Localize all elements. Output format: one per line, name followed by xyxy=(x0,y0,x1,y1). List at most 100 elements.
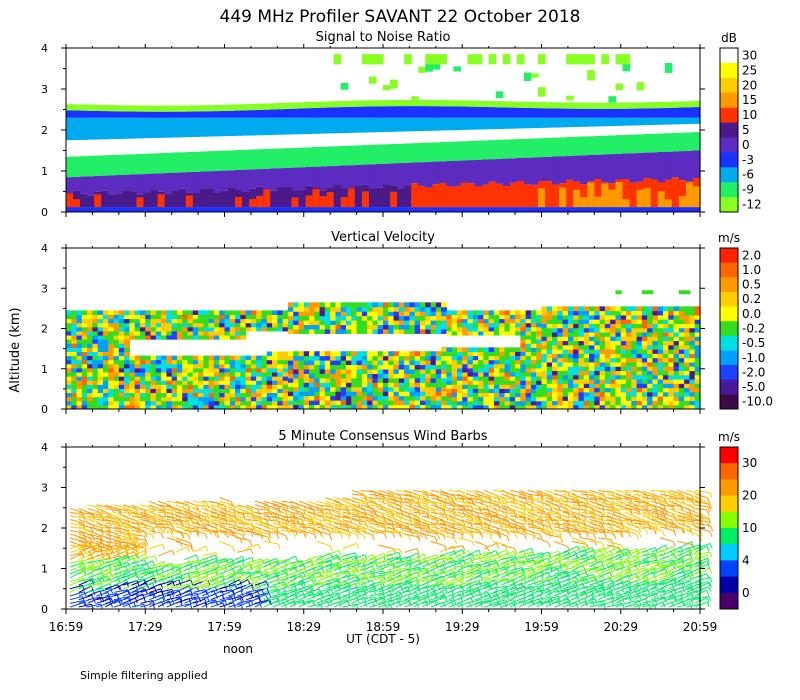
velocity-cell xyxy=(245,318,252,324)
velocity-cell xyxy=(383,377,389,383)
velocity-cell xyxy=(145,314,152,320)
snr-cell xyxy=(73,190,81,208)
wind-barb-flag xyxy=(100,507,104,513)
snr-cell xyxy=(545,207,553,212)
velocity-cell xyxy=(663,379,669,384)
snr-cell xyxy=(319,207,328,212)
wind-barb-flag xyxy=(195,505,199,511)
wind-barb-flag xyxy=(275,567,279,573)
wind-barb-flag xyxy=(330,588,334,595)
velocity-cell xyxy=(578,353,585,359)
velocity-cell xyxy=(261,400,268,406)
velocity-cell xyxy=(118,372,125,377)
snr-cell xyxy=(361,117,370,133)
wind-barb xyxy=(69,578,85,582)
snr-cell xyxy=(73,176,81,191)
velocity-cell xyxy=(509,396,516,402)
velocity-cell xyxy=(419,311,426,317)
velocity-cell xyxy=(657,391,664,397)
velocity-cell xyxy=(456,314,463,320)
velocity-cell xyxy=(515,388,521,394)
velocity-cell xyxy=(182,372,189,377)
velocity-cell xyxy=(76,347,83,352)
wind-barb xyxy=(113,533,130,539)
velocity-cell xyxy=(192,380,199,385)
snr-cell xyxy=(361,106,370,118)
velocity-cell xyxy=(224,404,231,410)
snr-cell xyxy=(319,101,328,108)
snr-cell xyxy=(199,188,208,208)
wind-barb-flag xyxy=(108,569,112,576)
velocity-cell xyxy=(192,372,199,377)
velocity-cell xyxy=(557,327,564,333)
velocity-cell xyxy=(66,347,72,352)
snr-cell xyxy=(636,152,645,182)
velocity-cell xyxy=(81,330,88,336)
velocity-cell xyxy=(425,395,432,401)
velocity-cell xyxy=(145,392,152,398)
wind-barb xyxy=(105,584,118,590)
velocity-cell xyxy=(462,347,469,352)
wind-barb-flag xyxy=(195,554,199,561)
velocity-cell xyxy=(594,383,601,389)
velocity-cell xyxy=(203,310,210,315)
velocity-cell xyxy=(272,372,278,377)
wind-barb-flag xyxy=(152,603,156,609)
wind-barb-flag xyxy=(267,536,271,543)
velocity-cell xyxy=(530,400,537,406)
wind-barb-flag xyxy=(284,581,287,588)
velocity-cell xyxy=(367,400,374,406)
snr-cell xyxy=(453,186,462,208)
velocity-cell xyxy=(113,310,120,315)
velocity-cell xyxy=(425,382,432,388)
wind-barb xyxy=(87,577,103,582)
snr-cell xyxy=(488,54,497,65)
velocity-cell xyxy=(573,361,580,367)
velocity-cell xyxy=(187,363,194,369)
velocity-cell xyxy=(557,314,564,320)
snr-cell xyxy=(206,105,215,112)
velocity-cell xyxy=(493,404,500,410)
velocity-cell xyxy=(71,372,78,377)
velocity-cell xyxy=(398,311,405,317)
velocity-cell xyxy=(483,388,490,394)
velocity-cell xyxy=(684,366,691,372)
velocity-cell xyxy=(594,370,601,376)
velocity-cell xyxy=(229,326,236,332)
y-tick-label: 2 xyxy=(41,323,48,336)
velocity-cell xyxy=(282,367,289,373)
snr-cell xyxy=(361,132,370,146)
velocity-cell xyxy=(462,310,469,315)
velocity-cell xyxy=(567,310,574,316)
velocity-cell xyxy=(361,369,368,374)
velocity-cell xyxy=(87,318,94,324)
wind-barb xyxy=(201,504,215,509)
wind-barb xyxy=(237,556,252,564)
velocity-cell xyxy=(409,329,416,334)
snr-cell xyxy=(446,100,455,107)
velocity-cell xyxy=(626,404,632,410)
velocity-cell xyxy=(76,343,83,348)
wind-barb-flag xyxy=(171,550,175,556)
velocity-cell xyxy=(108,322,115,328)
velocity-cell xyxy=(118,318,125,324)
velocity-cell xyxy=(224,314,231,320)
velocity-cell xyxy=(235,380,241,385)
velocity-cell xyxy=(229,310,236,315)
velocity-cell xyxy=(631,366,638,372)
wind-barb-flag xyxy=(107,552,111,559)
velocity-cell xyxy=(309,320,315,326)
velocity-cell xyxy=(626,306,632,312)
velocity-cell xyxy=(578,327,585,333)
snr-cell xyxy=(481,117,490,130)
wind-barb xyxy=(113,602,129,608)
velocity-cell xyxy=(102,359,109,365)
wind-barb-flag xyxy=(232,546,236,552)
velocity-cell xyxy=(97,322,104,328)
velocity-cell xyxy=(92,392,99,398)
velocity-cell xyxy=(266,326,273,332)
velocity-cell xyxy=(118,392,125,398)
velocity-cell xyxy=(97,376,104,381)
snr-cell xyxy=(537,157,546,181)
velocity-cell xyxy=(536,355,543,361)
